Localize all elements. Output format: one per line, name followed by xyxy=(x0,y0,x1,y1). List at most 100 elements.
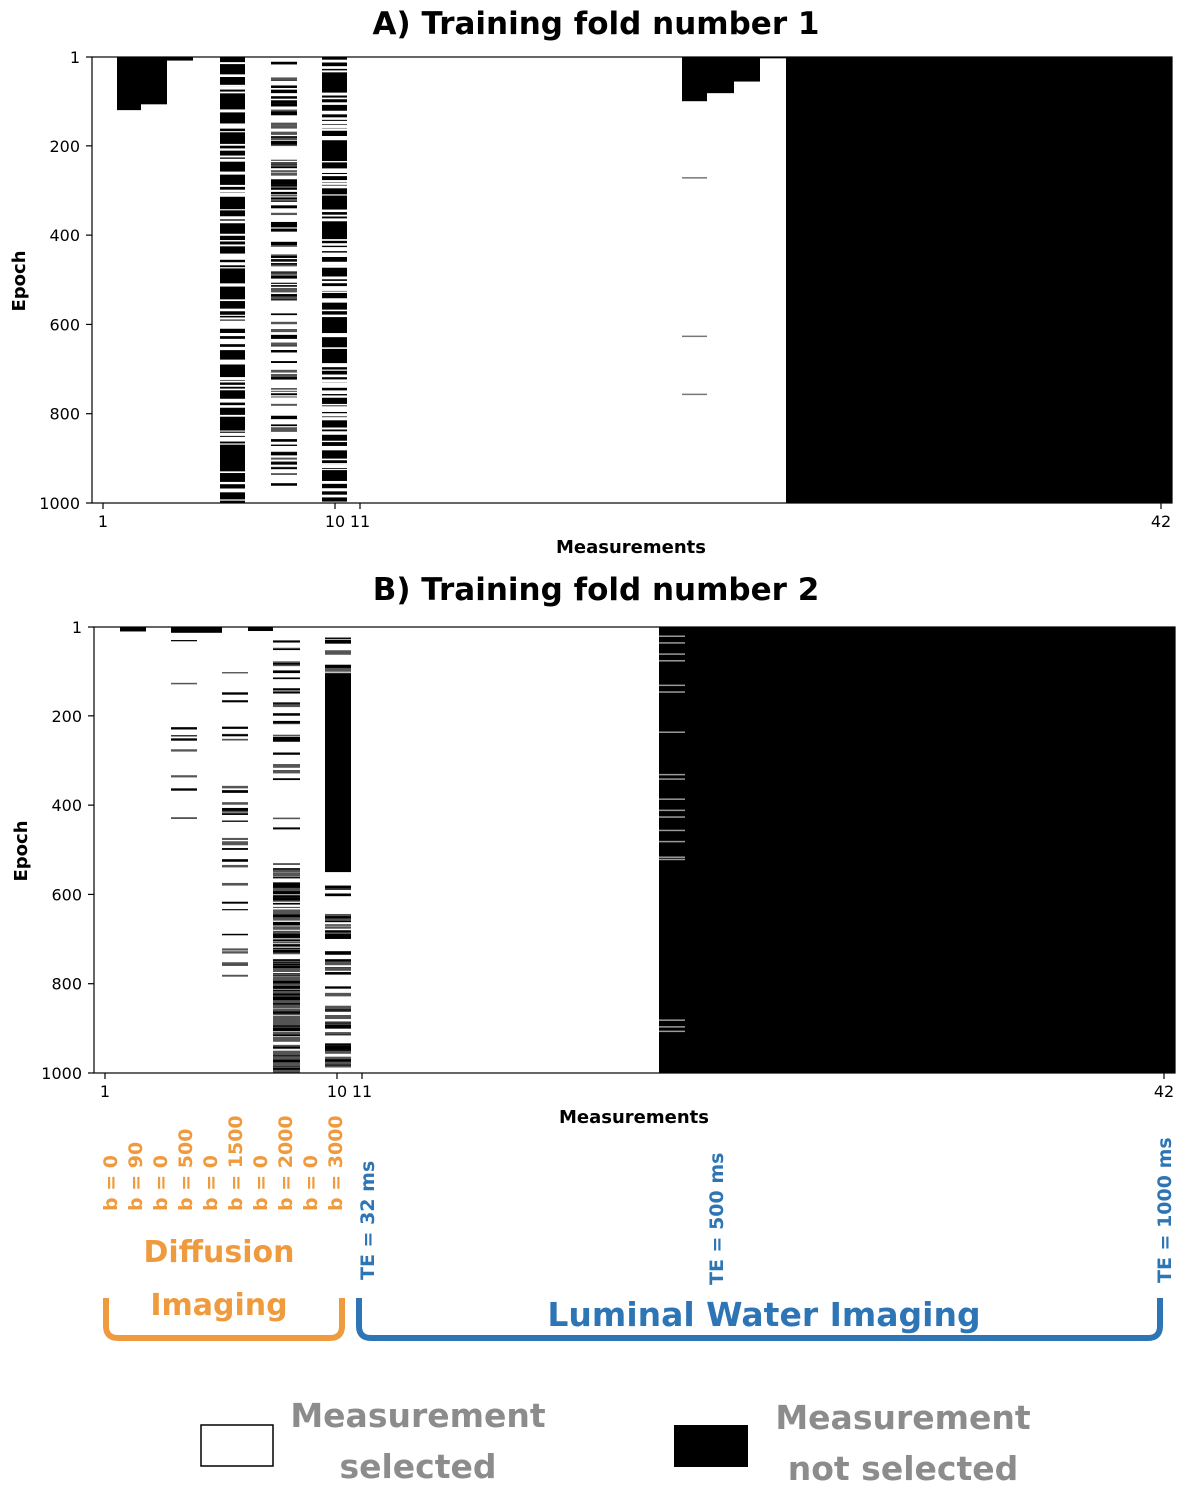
epoch-stripe xyxy=(322,380,347,383)
epoch-stripe xyxy=(271,186,297,188)
epoch-stripe xyxy=(273,688,300,691)
b-label-10: b = 3000 xyxy=(325,1115,347,1211)
epoch-stripe xyxy=(273,895,300,898)
y-tick-label: 600 xyxy=(49,315,80,334)
epoch-stripe xyxy=(171,735,197,737)
epoch-stripe xyxy=(273,952,300,955)
epoch-stripe xyxy=(220,320,245,324)
epoch-stripe xyxy=(325,951,351,955)
epoch-stripe xyxy=(322,286,347,289)
epoch-stripe xyxy=(222,864,248,868)
epoch-stripe xyxy=(271,264,297,267)
epoch-stripe xyxy=(171,682,197,685)
epoch-stripe xyxy=(273,1028,300,1031)
epoch-stripe xyxy=(271,328,297,331)
epoch-stripe xyxy=(322,382,347,387)
epoch-stripe xyxy=(682,177,707,179)
epoch-stripe xyxy=(273,1021,300,1023)
epoch-stripe xyxy=(322,463,347,465)
epoch-stripe xyxy=(322,287,347,291)
epoch-stripe xyxy=(273,882,300,884)
epoch-stripe xyxy=(325,930,351,934)
te-label-1000: TE = 1000 ms xyxy=(1154,1137,1176,1283)
epoch-stripe xyxy=(322,298,347,300)
not-selected-block xyxy=(248,627,273,632)
x-tick-label: 10 xyxy=(325,512,345,531)
y-tick-label: 800 xyxy=(49,405,80,424)
epoch-stripe xyxy=(273,973,300,976)
epoch-stripe xyxy=(322,314,347,317)
epoch-stripe xyxy=(273,941,300,944)
not-selected-block xyxy=(167,57,193,61)
epoch-stripe xyxy=(271,200,297,202)
epoch-stripe xyxy=(322,239,347,241)
epoch-stripe xyxy=(222,962,248,965)
epoch-stripe xyxy=(322,137,347,141)
epoch-stripe xyxy=(171,727,197,730)
chart-b-ylabel: Epoch xyxy=(11,820,32,881)
epoch-stripe xyxy=(273,1004,300,1007)
epoch-stripe xyxy=(222,692,248,695)
epoch-stripe xyxy=(271,361,297,363)
epoch-stripe xyxy=(322,414,347,417)
epoch-stripe xyxy=(220,143,245,146)
epoch-stripe xyxy=(325,972,351,975)
epoch-stripe xyxy=(322,110,347,112)
epoch-stripe xyxy=(322,369,347,371)
epoch-stripe xyxy=(220,339,245,344)
epoch-stripe xyxy=(271,294,297,297)
epoch-stripe xyxy=(659,773,685,776)
epoch-stripe xyxy=(271,212,297,216)
not-selected-block xyxy=(659,627,685,1073)
epoch-stripe xyxy=(325,934,351,938)
b-label-9: b = 0 xyxy=(300,1155,322,1211)
epoch-stripe xyxy=(273,1051,300,1055)
epoch-stripe xyxy=(273,918,300,921)
epoch-stripe xyxy=(271,179,297,182)
epoch-stripe xyxy=(322,128,347,131)
epoch-stripe xyxy=(271,187,297,190)
epoch-stripe xyxy=(271,159,297,161)
epoch-stripe xyxy=(325,893,351,897)
epoch-stripe xyxy=(659,1026,685,1028)
epoch-stripe xyxy=(273,1056,300,1060)
epoch-stripe xyxy=(220,123,245,126)
te-labels: TE = 32 ms TE = 500 ms TE = 1000 ms xyxy=(357,1137,1176,1285)
epoch-stripe xyxy=(273,722,300,725)
epoch-stripe xyxy=(271,228,297,232)
epoch-stripe xyxy=(171,749,197,752)
epoch-stripe xyxy=(322,261,347,266)
epoch-stripe xyxy=(220,193,245,197)
epoch-stripe xyxy=(273,996,300,1001)
epoch-stripe xyxy=(220,255,245,258)
epoch-stripe xyxy=(222,974,248,977)
b-label-2: b = 90 xyxy=(125,1142,147,1211)
y-tick-label: 200 xyxy=(49,137,80,156)
epoch-stripe xyxy=(273,863,300,865)
epoch-stripe xyxy=(271,369,297,373)
epoch-stripe xyxy=(273,960,300,963)
epoch-stripe xyxy=(271,263,297,266)
epoch-stripe xyxy=(271,137,297,141)
epoch-stripe xyxy=(322,315,347,318)
epoch-stripe xyxy=(220,346,245,351)
not-selected-block xyxy=(707,57,734,94)
epoch-stripe xyxy=(322,469,347,471)
epoch-stripe xyxy=(273,1034,300,1037)
b-label-1: b = 0 xyxy=(100,1155,122,1211)
epoch-stripe xyxy=(273,670,300,672)
epoch-stripe xyxy=(271,473,297,475)
epoch-stripe xyxy=(273,948,300,950)
epoch-stripe xyxy=(222,848,248,850)
epoch-stripe xyxy=(271,313,297,316)
epoch-stripe xyxy=(659,809,685,812)
epoch-stripe xyxy=(659,816,685,818)
x-tick-label: 11 xyxy=(350,512,370,531)
epoch-stripe xyxy=(271,335,297,339)
epoch-stripe xyxy=(322,427,347,430)
epoch-stripe xyxy=(273,671,300,674)
epoch-stripe xyxy=(273,752,300,755)
epoch-stripe xyxy=(325,1005,351,1010)
epoch-stripe xyxy=(325,1017,351,1020)
epoch-stripe xyxy=(273,868,300,870)
